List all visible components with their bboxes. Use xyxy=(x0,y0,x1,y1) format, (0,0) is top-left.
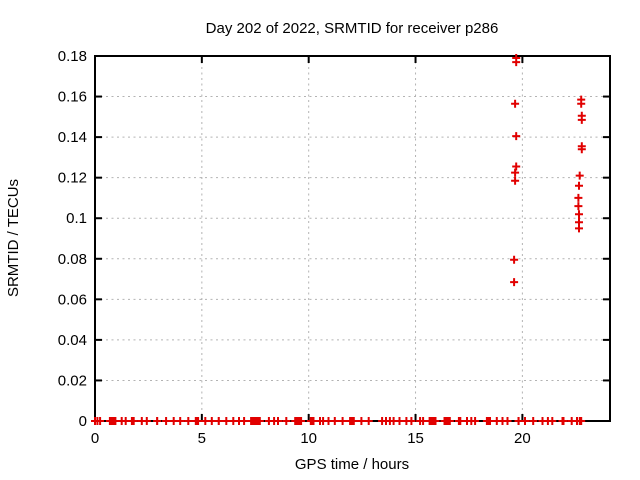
tick-labels: 0 0.02 0.04 0.06 0.08 0.1 0.12 0.14 0.16 0.18 0 5 10… xyxy=(58,48,531,447)
plot-frame xyxy=(94,55,611,422)
y-tick-label: 0.06 xyxy=(58,291,87,308)
tick-marks xyxy=(94,55,610,422)
y-tick-label: 0.02 xyxy=(58,372,87,389)
y-tick-label: 0.12 xyxy=(58,170,87,187)
y-tick-label: 0.18 xyxy=(58,48,87,65)
x-tick-label: 0 xyxy=(91,430,99,447)
x-axis-label: GPS time / hours xyxy=(295,456,409,473)
x-tick-label: 10 xyxy=(300,430,317,447)
y-tick-label: 0.16 xyxy=(58,89,87,106)
y-tick-label: 0.04 xyxy=(58,332,87,349)
plot-border xyxy=(94,55,611,422)
x-tick-label: 20 xyxy=(514,430,531,447)
y-tick-label: 0.1 xyxy=(66,210,87,227)
data-markers xyxy=(91,54,586,425)
y-axis-label: SRMTID / TECUs xyxy=(5,179,22,297)
gridlines xyxy=(95,56,610,421)
y-tick-label: 0.08 xyxy=(58,251,87,268)
y-tick-label: 0.14 xyxy=(58,129,87,146)
y-tick-label: 0 xyxy=(79,413,87,430)
x-tick-label: 5 xyxy=(198,430,206,447)
chart-title: Day 202 of 2022, SRMTID for receiver p28… xyxy=(206,20,499,37)
series-markers xyxy=(91,54,586,425)
x-tick-label: 15 xyxy=(407,430,424,447)
